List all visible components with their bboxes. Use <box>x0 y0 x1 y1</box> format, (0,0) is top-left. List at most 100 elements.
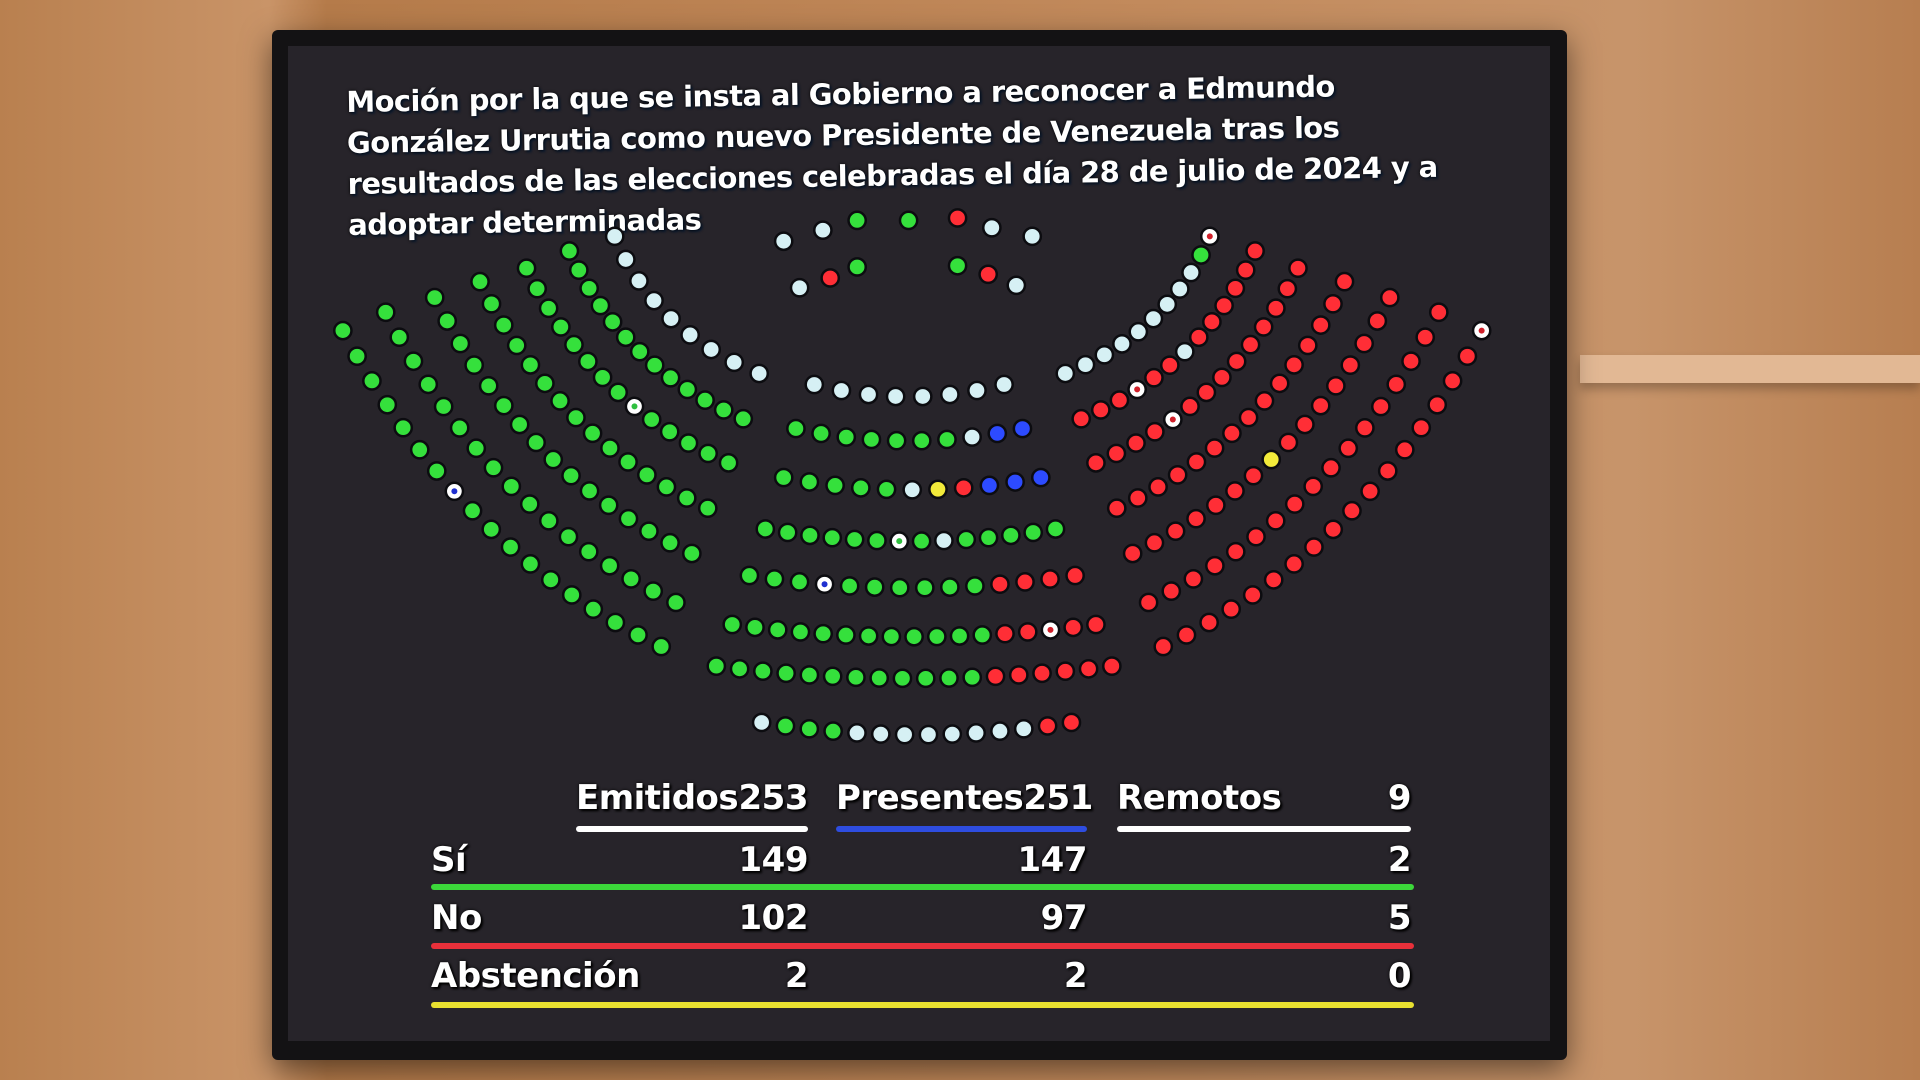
left-wing-seat <box>590 295 611 316</box>
left-wing-seat <box>540 570 561 590</box>
right-wing-seat <box>1246 526 1266 547</box>
left-wing-seat <box>615 327 636 348</box>
center-seat <box>1032 663 1052 684</box>
right-wing-seat <box>1162 409 1183 430</box>
left-wing-seat <box>681 543 702 564</box>
left-wing-seat <box>566 407 586 428</box>
right-wing-seat <box>1204 438 1225 458</box>
center-seat <box>777 522 798 543</box>
center-seat <box>942 724 963 744</box>
right-wing-seat <box>1277 278 1298 299</box>
right-wing-seat <box>1245 241 1265 261</box>
row-abstencion-emitidos: 2 <box>784 956 809 996</box>
center-seat <box>1045 519 1066 539</box>
center-seat <box>846 667 866 688</box>
left-wing-seat <box>483 457 504 478</box>
center-seat <box>858 384 879 405</box>
row-si-remotos: 2 <box>1387 840 1412 880</box>
top-group-seat <box>1022 226 1043 247</box>
right-wing-seat <box>1325 375 1346 396</box>
center-seat <box>814 574 835 595</box>
top-group-seat <box>1006 275 1027 296</box>
center-seat <box>811 423 831 444</box>
left-wing-seat <box>629 341 650 362</box>
center-seat <box>825 475 845 496</box>
center-seat <box>706 656 727 676</box>
top-group-seat <box>820 268 841 288</box>
left-wing-seat <box>449 418 470 438</box>
right-wing-seat <box>1243 465 1264 486</box>
center-seat <box>1017 622 1038 642</box>
right-wing-seat <box>1199 612 1219 633</box>
right-wing-seat <box>1284 355 1304 375</box>
header-presentes: Presentes 251 <box>836 778 1093 818</box>
center-seat <box>729 658 750 679</box>
center-seat <box>962 667 983 688</box>
left-wing-seat <box>418 374 439 395</box>
left-wing-seat <box>377 394 398 415</box>
right-wing-seat <box>1186 452 1207 472</box>
top-group-seat <box>789 277 810 298</box>
left-wing-seat <box>713 400 734 420</box>
left-wing-seat <box>464 355 485 375</box>
left-wing-seat <box>538 298 559 319</box>
left-wing-seat <box>659 421 680 442</box>
left-wing-seat <box>470 271 490 292</box>
right-wing-seat <box>1235 260 1256 280</box>
left-wing-seat <box>500 537 521 557</box>
right-wing-seat <box>1188 327 1209 348</box>
header-remotos-value: 9 <box>1387 778 1412 818</box>
left-wing-seat <box>592 367 613 388</box>
left-wing-seat <box>424 287 445 308</box>
center-seat <box>870 724 891 744</box>
center-seat <box>822 527 843 548</box>
center-seat <box>861 429 882 450</box>
left-wing-seat <box>605 612 626 633</box>
right-wing-seat <box>1394 439 1415 460</box>
right-wing-seat <box>1183 569 1204 589</box>
right-wing-seat <box>1354 333 1375 354</box>
center-seat <box>1013 718 1034 739</box>
center-seat <box>892 668 913 689</box>
right-wing-seat <box>1122 543 1143 564</box>
center-seat <box>990 574 1010 595</box>
center-seat <box>894 724 915 745</box>
center-seat <box>753 661 773 682</box>
header-emitidos: Emitidos 253 <box>576 778 809 818</box>
header-presentes-underline <box>836 826 1087 832</box>
header-emitidos-value: 253 <box>738 778 809 818</box>
left-wing-seat <box>409 439 430 460</box>
center-seat <box>965 576 985 596</box>
center-seat <box>839 576 860 596</box>
wall-shelf <box>1580 355 1920 383</box>
left-wing-seat <box>637 465 657 485</box>
center-seat <box>813 623 834 644</box>
right-wing-seat <box>1284 554 1304 574</box>
center-seat <box>800 525 820 546</box>
left-wing-seat <box>701 339 722 360</box>
row-si-line <box>431 884 1414 890</box>
center-seat <box>789 572 810 592</box>
right-wing-seat <box>1240 334 1261 355</box>
left-wing-seat <box>520 355 541 375</box>
right-wing-seat <box>1144 532 1165 553</box>
right-wing-seat <box>1127 488 1148 508</box>
center-seat <box>911 430 932 451</box>
header-remotos-label: Remotos <box>1117 778 1282 818</box>
right-wing-seat <box>1144 367 1164 388</box>
left-wing-seat <box>389 327 410 348</box>
right-wing-seat <box>1165 521 1186 542</box>
left-wing-seat <box>666 592 686 613</box>
right-wing-seat <box>1143 308 1164 329</box>
right-wing-seat <box>1338 438 1359 459</box>
left-wing-seat <box>733 408 754 429</box>
right-wing-seat <box>1169 279 1190 299</box>
center-seat <box>775 716 796 736</box>
right-wing-seat <box>1161 581 1182 601</box>
center-seat <box>739 565 760 586</box>
left-wing-seat <box>641 409 662 430</box>
right-wing-seat <box>1321 457 1341 478</box>
left-wing-seat <box>550 391 570 411</box>
right-wing-seat <box>1334 271 1355 292</box>
center-seat <box>864 577 885 597</box>
